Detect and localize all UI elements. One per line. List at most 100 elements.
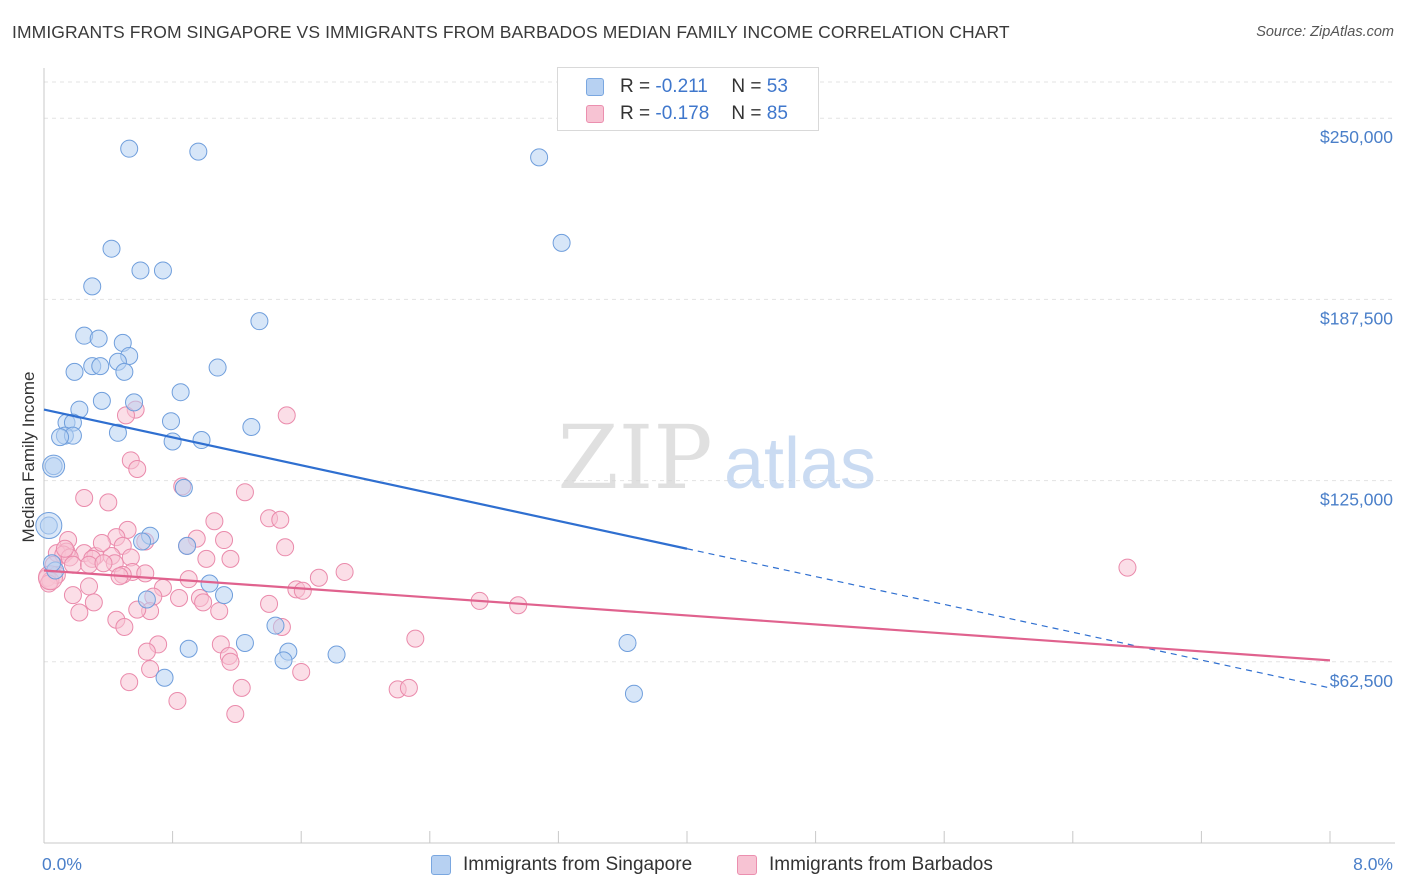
singapore-point [189, 142, 208, 161]
barbados-point [235, 483, 254, 502]
barbados-point [63, 586, 82, 605]
barbados-point [94, 554, 113, 573]
barbados-point [128, 460, 147, 479]
barbados-point [205, 512, 224, 531]
axes [43, 68, 1395, 844]
x-tick-labels: 0.0% 8.0% [42, 854, 1393, 874]
barbados-point [260, 594, 279, 613]
legend-label-barbados: Immigrants from Barbados [769, 854, 993, 875]
singapore-point [552, 233, 571, 252]
singapore-point-large [42, 454, 66, 478]
singapore-point [137, 590, 156, 609]
barbados-point [170, 589, 189, 608]
series-singapore-points [35, 139, 643, 703]
legend-r-value: -0.211 [655, 76, 708, 97]
grid [44, 81, 1395, 663]
singapore-point [250, 312, 269, 331]
watermark-zip: ZIP [557, 406, 712, 509]
singapore-point [171, 383, 190, 402]
barbados-point [1118, 558, 1137, 577]
singapore-trend-extension [686, 548, 1331, 689]
singapore-point [327, 645, 346, 664]
stats-legend: R = -0.211 N = 53 R = -0.178 N = 85 [557, 67, 819, 131]
y-tick-labels: $62,500 $125,000 $187,500 $250,000 [1320, 127, 1393, 691]
singapore-point [179, 639, 198, 658]
singapore-point [43, 554, 62, 573]
trend-lines [43, 408, 1331, 689]
singapore-point [65, 362, 84, 381]
chart-title: IMMIGRANTS FROM SINGAPORE VS IMMIGRANTS … [12, 22, 1010, 42]
legend-label-singapore: Immigrants from Singapore [463, 854, 693, 875]
singapore-point [120, 139, 139, 158]
barbados-point [276, 538, 295, 557]
legend-item-barbados: Immigrants from Barbados [737, 854, 993, 876]
legend-n-value: 53 [766, 76, 788, 97]
legend-swatch-singapore [431, 855, 451, 875]
singapore-trend-line [43, 408, 688, 550]
singapore-point [242, 417, 261, 436]
barbados-point [99, 493, 118, 512]
barbados-point [80, 577, 99, 596]
singapore-point-large [35, 512, 63, 540]
x-tick-label: 8.0% [1353, 854, 1393, 874]
singapore-point [174, 478, 193, 497]
barbados-point [221, 652, 240, 671]
singapore-point [102, 239, 121, 258]
barbados-point [194, 593, 213, 612]
singapore-point [131, 261, 150, 280]
legend-swatch-barbados [737, 855, 757, 875]
barbados-point [215, 531, 234, 550]
legend-n-label: N = [731, 76, 762, 97]
singapore-point [618, 633, 637, 652]
legend-item-singapore: Immigrants from Singapore [431, 854, 692, 876]
barbados-point [293, 581, 312, 600]
singapore-point [624, 684, 643, 703]
singapore-point [91, 357, 110, 376]
barbados-point [55, 539, 74, 558]
singapore-point [83, 277, 102, 296]
barbados-point [168, 691, 187, 710]
legend-n-label: N = [731, 103, 762, 124]
singapore-point [266, 616, 285, 635]
barbados-point [197, 549, 216, 568]
barbados-point [137, 642, 156, 661]
legend-swatch-singapore [586, 78, 604, 96]
watermark-atlas: atlas [724, 424, 876, 504]
singapore-point [153, 261, 172, 280]
legend-row-barbados: R = -0.178 N = 85 [558, 101, 788, 127]
legend-n-value: 85 [766, 103, 788, 124]
barbados-point [335, 562, 354, 581]
barbados-point [75, 489, 94, 508]
barbados-point [120, 673, 139, 692]
y-tick-label: $250,000 [1320, 127, 1393, 147]
barbados-point [116, 406, 135, 425]
singapore-point [235, 633, 254, 652]
barbados-point [141, 660, 160, 679]
series-legend: Immigrants from Singapore Immigrants fro… [0, 852, 1406, 878]
watermark: ZIP atlas [557, 406, 876, 509]
x-tick-label: 0.0% [42, 854, 82, 874]
barbados-point [92, 533, 111, 552]
singapore-point [115, 362, 134, 381]
barbados-point [115, 618, 134, 637]
barbados-point [70, 603, 89, 622]
y-tick-label: $62,500 [1330, 671, 1394, 691]
barbados-point [399, 678, 418, 697]
legend-r-label: R = [620, 103, 651, 124]
singapore-point [161, 412, 180, 431]
y-axis-label: Median Family Income [19, 371, 38, 542]
source-label: Source: ZipAtlas.com [1256, 24, 1394, 40]
legend-r-value: -0.178 [655, 103, 710, 124]
y-tick-label: $125,000 [1320, 490, 1393, 510]
barbados-point [210, 602, 229, 621]
barbados-point [271, 510, 290, 529]
singapore-point [208, 358, 227, 377]
barbados-point [84, 593, 103, 612]
barbados-point [277, 406, 296, 425]
singapore-point [92, 391, 111, 410]
barbados-point [136, 564, 155, 583]
y-tick-label: $187,500 [1320, 308, 1393, 328]
singapore-point [108, 423, 127, 442]
barbados-point [221, 549, 240, 568]
legend-r-label: R = [620, 76, 651, 97]
